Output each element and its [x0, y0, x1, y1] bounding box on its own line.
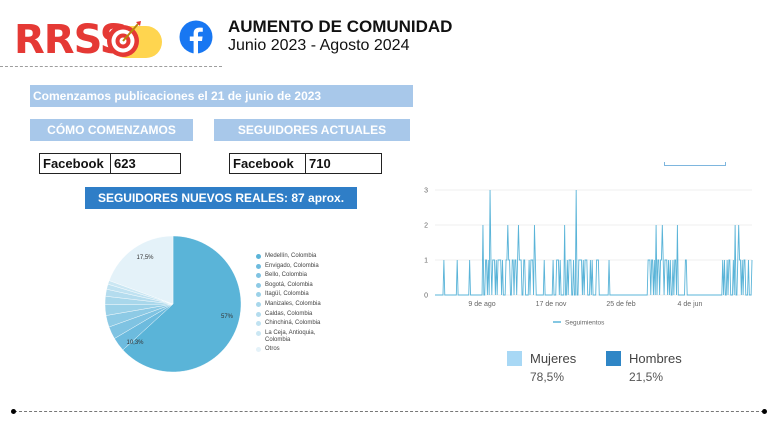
- women-label: Mujeres: [530, 351, 577, 366]
- legend-label: Caldas, Colombia: [265, 310, 313, 317]
- legend-label: Medellín, Colombia: [265, 253, 317, 259]
- x-tick-label: 17 de nov: [536, 301, 567, 308]
- men-label: Hombres: [629, 351, 682, 366]
- current-followers-banner: SEGUIDORES ACTUALES: [214, 119, 410, 141]
- legend-swatch: [256, 263, 261, 269]
- start-date-banner: Comenzamos publicaciones el 21 de junio …: [30, 85, 413, 107]
- divider-dot-right: [762, 409, 767, 414]
- legend-label: Bello, Colombia: [265, 272, 308, 279]
- x-tick-label: 4 de jun: [678, 301, 703, 308]
- follows-line-chart: 0 1 2 3 9 de ago 17 de nov 25 de feb 4 de jun Se…: [424, 188, 753, 327]
- y-tick-label: 0: [424, 293, 428, 300]
- legend-swatch: [256, 321, 261, 327]
- footer-divider: [14, 411, 764, 412]
- legend-label: Manizales, Colombia: [265, 300, 321, 307]
- legend-item[interactable]: Chinchiná, Colombia: [256, 320, 336, 327]
- new-followers-banner: SEGUIDORES NUEVOS REALES: 87 aprox.: [85, 187, 357, 209]
- pie-slice-label: 10,3%: [126, 340, 144, 346]
- pie-slice[interactable]: [122, 235, 242, 373]
- men-percent: 21,5%: [629, 370, 664, 384]
- page-title: AUMENTO DE COMUNIDAD: [228, 17, 453, 36]
- x-tick-label: 9 de ago: [468, 301, 495, 308]
- legend-item[interactable]: La Ceja, Antioquia, Colombia: [256, 330, 336, 344]
- date-range-control[interactable]: [664, 162, 726, 166]
- y-tick-label: 3: [424, 188, 428, 195]
- legend-swatch: [256, 301, 261, 307]
- y-tick-label: 1: [424, 258, 428, 265]
- legend-swatch: [256, 311, 261, 317]
- legend-swatch: [256, 282, 261, 288]
- page-subtitle: Junio 2023 - Agosto 2024: [228, 37, 410, 54]
- women-swatch: [507, 351, 522, 366]
- legend-item[interactable]: Bogotá, Colombia: [256, 282, 336, 289]
- location-legend: Medellín, Colombia Envigado, Colombia Bell…: [256, 253, 336, 356]
- y-tick-label: 2: [424, 223, 428, 230]
- current-followers-value: 710: [305, 153, 382, 174]
- legend-item[interactable]: Itagüí, Colombia: [256, 291, 336, 298]
- x-tick-label: 25 de feb: [606, 301, 635, 308]
- location-pie-chart: 57% 10,3% 17,5%: [104, 235, 242, 373]
- current-platform-cell: Facebook: [229, 153, 306, 174]
- legend-label: Itagüí, Colombia: [265, 291, 309, 298]
- legend-label: Chinchiná, Colombia: [265, 320, 321, 327]
- divider-dot-left: [11, 409, 16, 414]
- legend-label: Otros: [265, 346, 280, 353]
- legend-swatch: [256, 347, 261, 353]
- legend-swatch: [256, 254, 261, 259]
- legend-item[interactable]: Bello, Colombia: [256, 272, 336, 279]
- legend-swatch: [256, 273, 261, 279]
- legend-item[interactable]: Manizales, Colombia: [256, 301, 336, 308]
- target-icon: [107, 21, 141, 57]
- start-followers-value: 623: [110, 153, 181, 174]
- women-percent: 78,5%: [530, 370, 565, 384]
- gender-legend-women: Mujeres 78,5%: [507, 351, 576, 384]
- header-divider: [0, 66, 222, 67]
- legend-item[interactable]: Envigado, Colombia: [256, 263, 336, 270]
- facebook-icon: [179, 20, 213, 54]
- pie-slice-label: 17,5%: [136, 255, 154, 261]
- pie-slice[interactable]: [108, 235, 174, 305]
- legend-item[interactable]: Medellín, Colombia: [256, 253, 336, 260]
- series-legend-label: Seguimientos: [565, 320, 605, 327]
- legend-swatch: [256, 292, 261, 298]
- gender-legend-men: Hombres 21,5%: [606, 351, 682, 384]
- series-line-seguimientos[interactable]: [435, 189, 753, 296]
- legend-label: La Ceja, Antioquia, Colombia: [265, 329, 316, 343]
- how-we-started-banner: CÓMO COMENZAMOS: [30, 119, 193, 141]
- start-platform-cell: Facebook: [39, 153, 111, 174]
- men-swatch: [606, 351, 621, 366]
- legend-item[interactable]: Caldas, Colombia: [256, 311, 336, 318]
- legend-label: Envigado, Colombia: [265, 262, 319, 269]
- pie-slice-label: 57%: [221, 314, 234, 320]
- legend-swatch: [256, 330, 261, 336]
- legend-item[interactable]: Otros: [256, 346, 336, 353]
- legend-label: Bogotá, Colombia: [265, 281, 313, 288]
